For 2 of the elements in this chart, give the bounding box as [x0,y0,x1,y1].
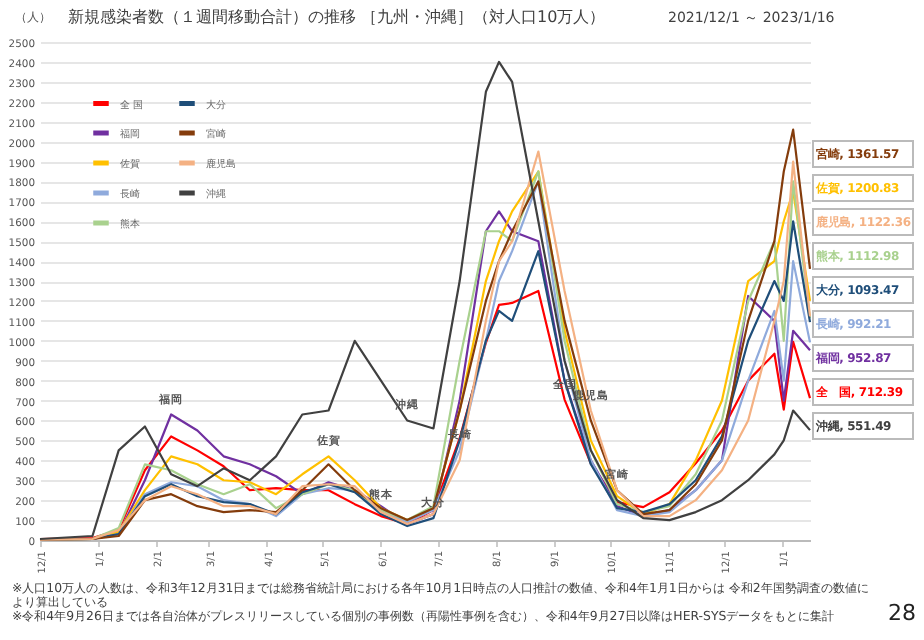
chart-title: 新規感染者数（１週間移動合計）の推移 ［九州・沖縄］（対人口10万人） [68,6,606,28]
text: 28 [888,600,916,626]
